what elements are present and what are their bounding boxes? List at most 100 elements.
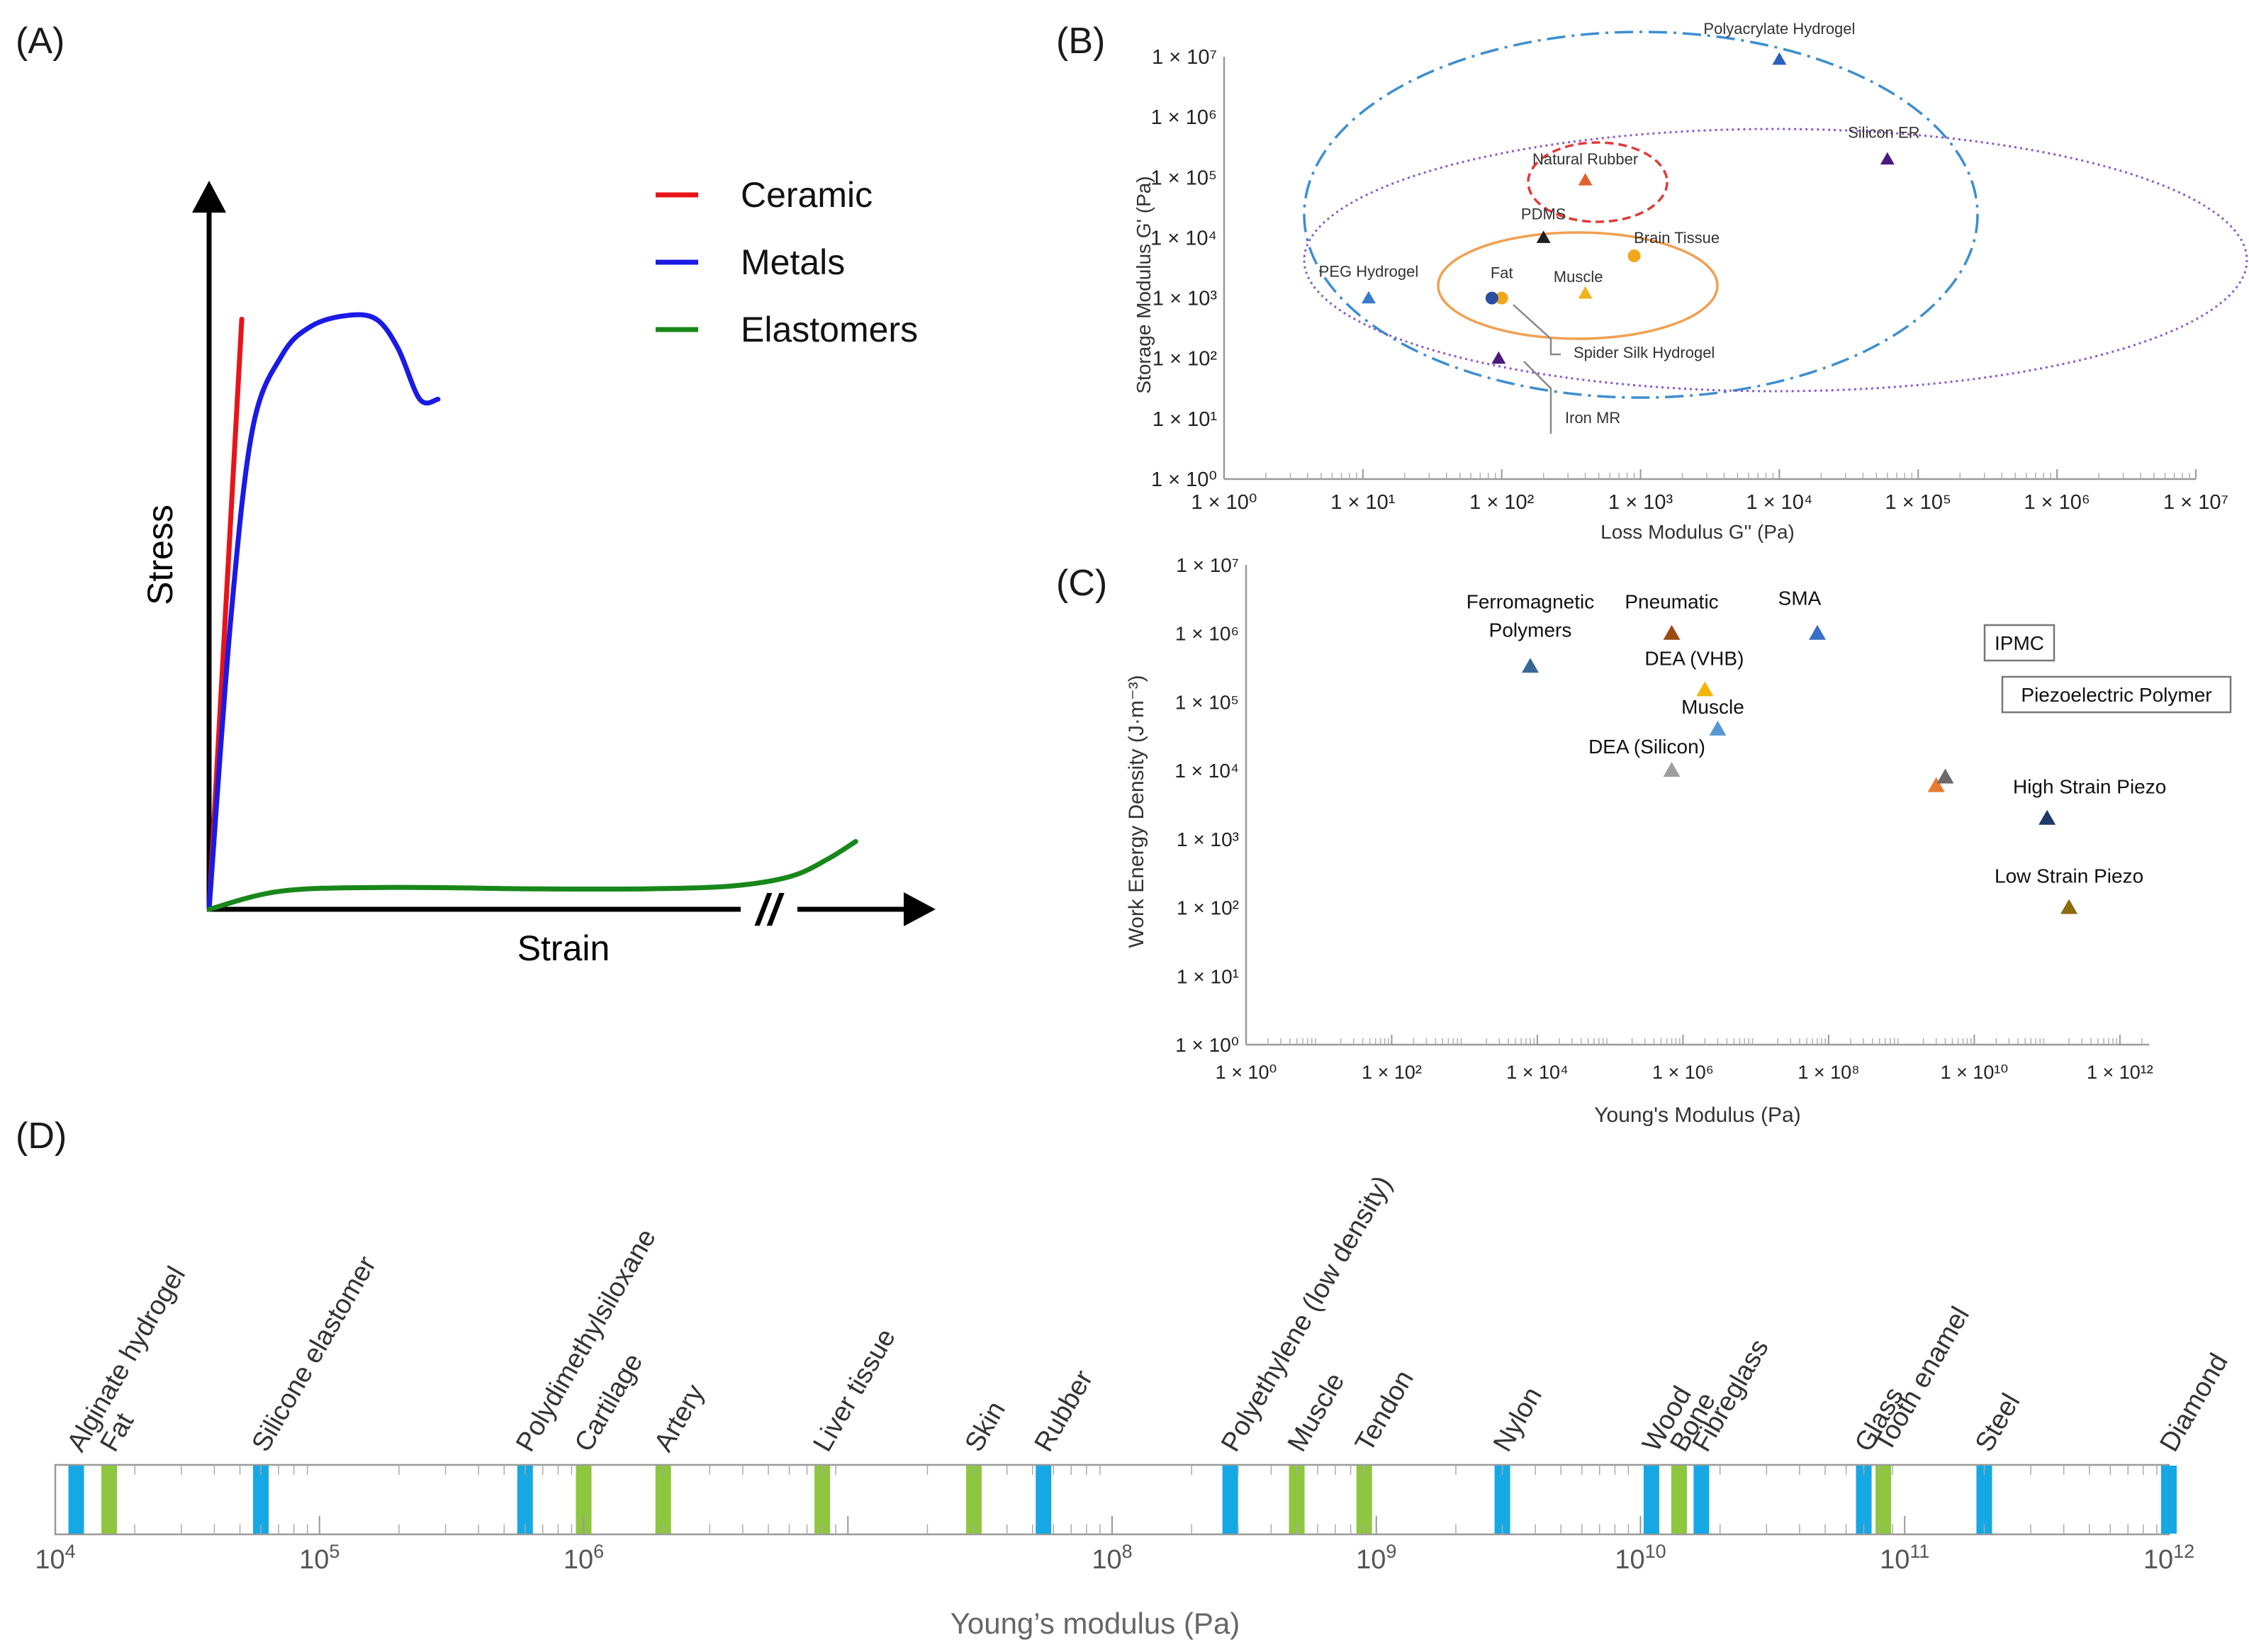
- panel-d-bar-artery: [655, 1466, 671, 1534]
- panel-b-point-iron-mr-label: Iron MR: [1565, 409, 1620, 427]
- panel-c-point-dea-vhb-label: DEA (VHB): [1644, 647, 1744, 669]
- panel-label-c: (C): [1056, 563, 1107, 604]
- panel-c-x-tick-label: 1 × 10⁸: [1797, 1062, 1859, 1083]
- panel-c-x-tick-label: 1 × 10⁴: [1506, 1062, 1568, 1083]
- panel-c-x-tick-label: 1 × 10¹²: [2087, 1062, 2153, 1083]
- panel-b-x-tick-label: 1 × 10⁰: [1191, 491, 1257, 514]
- panel-b-x-tick-label: 1 × 10⁶: [2024, 491, 2090, 514]
- panel-b-point-silicon-er-label: Silicon ER: [1848, 124, 1919, 142]
- panel-c-y-tick-label: 1 × 10⁶: [1175, 623, 1239, 645]
- panel-a-y-label: Stress: [140, 505, 180, 605]
- panel-c-point-piezoelectric-polymer: [1936, 768, 1954, 784]
- panel-c-point-ipmc-label-box: [1983, 624, 2055, 662]
- panel-c-point-ipmc: [1927, 777, 1945, 792]
- panel-d-bar-skin: [966, 1466, 982, 1534]
- panel-c-point-pneumatic: [1663, 624, 1681, 640]
- panel-d-bar-diamond: [2161, 1466, 2177, 1534]
- panel-b-envelope-dashdot: [1303, 30, 1979, 399]
- panel-a-x-label: Strain: [517, 928, 610, 968]
- panel-c-point-sma: [1809, 624, 1827, 640]
- panel-a-legend-label-metals: Metals: [741, 242, 845, 282]
- panel-b-envelope-orange: [1437, 231, 1719, 340]
- panel-c-x-tick-label: 1 × 10⁶: [1652, 1062, 1714, 1083]
- panel-d-label-steel: Steel: [1970, 1388, 2026, 1456]
- panel-d-label-artery: Artery: [649, 1380, 710, 1457]
- panel-a-legend-label-ceramic: Ceramic: [741, 175, 873, 215]
- panel-c-x-tick-label: 1 × 10⁰: [1216, 1062, 1277, 1083]
- panel-d-label-rubber: Rubber: [1029, 1365, 1099, 1456]
- panel-d-bar-glass: [1856, 1466, 1872, 1534]
- panel-c-point-piezoelectric-polymer-label: Piezoelectric Polymer: [2021, 684, 2211, 706]
- panel-c-x-label: Young's Modulus (Pa): [1594, 1103, 1800, 1127]
- panel-d-tick-label: 109: [1356, 1541, 1396, 1575]
- panel-a-legend-label-elastomers: Elastomers: [741, 310, 918, 349]
- panel-b-point-polyacrylate-hydrogel-label: Polyacrylate Hydrogel: [1703, 20, 1855, 38]
- panel-d-bar-cartilage: [576, 1466, 592, 1534]
- panel-d-label-silicone-elastomer: Silicone elastomer: [246, 1251, 382, 1456]
- panel-c-point-muscle-label: Muscle: [1681, 696, 1744, 718]
- panel-c-point-low-strain-piezo-label: Low Strain Piezo: [1995, 865, 2143, 887]
- panel-c-x-tick-label: 1 × 10¹⁰: [1941, 1062, 2009, 1083]
- panel-d-label-skin: Skin: [960, 1396, 1011, 1456]
- panel-b-y-tick-label: 1 × 10³: [1152, 288, 1217, 310]
- panel-d-label-diamond: Diamond: [2154, 1349, 2233, 1457]
- panel-label-b: (B): [1056, 21, 1105, 62]
- panel-b-envelope-dotted: [1303, 128, 2248, 393]
- panel-b-y-label: Storage Modulus G' (Pa): [1133, 176, 1155, 393]
- panel-label-d: (D): [16, 1116, 67, 1157]
- panel-b-callout-spider-silk: [1513, 304, 1561, 356]
- panel-c-y-tick-label: 1 × 10³: [1177, 828, 1239, 850]
- panel-d-bar-polydimethylsiloxane: [517, 1466, 533, 1534]
- panel-a-axis-break: //: [754, 886, 785, 935]
- panel-d-label-muscle: Muscle: [1282, 1368, 1351, 1456]
- panel-d-tick-label: 108: [1092, 1541, 1132, 1575]
- panel-d-bar-nylon: [1494, 1466, 1510, 1534]
- panel-a-series-metals: [206, 312, 441, 912]
- panel-c-point-low-strain-piezo: [2060, 899, 2078, 914]
- panel-b-x-tick-label: 1 × 10⁴: [1746, 491, 1812, 514]
- panel-c-point-sma-label: SMA: [1778, 588, 1822, 609]
- panel-b-point-brain-tissue: [1627, 249, 1641, 263]
- panel-b-y-tick-label: 1 × 10⁰: [1151, 468, 1217, 491]
- panel-b-point-peg-hydrogel-label: PEG Hydrogel: [1319, 263, 1419, 281]
- panel-c-y-label: Work Energy Density (J·m⁻³): [1125, 675, 1148, 948]
- panel-c-y-tick-label: 1 × 10⁰: [1175, 1034, 1239, 1056]
- panel-b-y-tick-label: 1 × 10⁶: [1151, 106, 1217, 129]
- panel-c-y-tick-label: 1 × 10⁷: [1176, 554, 1239, 576]
- panel-b-point-peg-hydrogel: [1361, 291, 1376, 304]
- panel-b-x-label: Loss Modulus G'' (Pa): [1600, 521, 1795, 543]
- panel-c-y-tick-label: 1 × 10⁵: [1175, 691, 1239, 713]
- panel-b-point-natural-rubber: [1578, 173, 1593, 186]
- panel-c-point-muscle: [1709, 720, 1727, 736]
- panel-d-x-label: Young’s modulus (Pa): [950, 1607, 1240, 1640]
- panel-c-point-dea-silicon-label: DEA (Silicon): [1588, 736, 1705, 758]
- panel-label-a: (A): [16, 21, 65, 62]
- panel-b-point-muscle: [1578, 286, 1593, 299]
- panel-d-tick-label: 106: [563, 1541, 604, 1575]
- panel-d-label-nylon: Nylon: [1488, 1382, 1548, 1456]
- panel-d-tick-label: 1010: [1615, 1541, 1666, 1575]
- panel-c-point-high-strain-piezo: [2038, 809, 2056, 825]
- panel-b-point-iron-mr: [1491, 351, 1506, 364]
- panel-b-chart: 1 × 10⁰ 1 × 10¹ 1 × 10² 1 × 10³ 1 × 10⁴ 1 × 1…: [1133, 20, 2248, 543]
- panel-d-label-tendon: Tendon: [1350, 1366, 1420, 1457]
- panel-b-point-spider-silk-hydrogel: [1485, 291, 1498, 305]
- panel-a-x-arrowhead: [904, 892, 936, 926]
- panel-b-point-brain-tissue-label: Brain Tissue: [1634, 229, 1720, 247]
- panel-d-tick-label: 1011: [1880, 1541, 1929, 1575]
- panel-c-point-dea-silicon: [1663, 762, 1681, 777]
- panel-b-point-spider-silk-hydrogel-label: Spider Silk Hydrogel: [1574, 344, 1715, 361]
- panel-d-bar-silicone-elastomer: [253, 1466, 269, 1534]
- panel-b-x-tick-label: 1 × 10⁷: [2163, 491, 2228, 514]
- panel-b-x-tick-label: 1 × 10²: [1469, 491, 1534, 514]
- panel-b-y-tick-label: 1 × 10¹: [1152, 408, 1217, 431]
- panel-c-point-high-strain-piezo-label: High Strain Piezo: [2013, 776, 2166, 798]
- panel-b-y-tick-label: 1 × 10²: [1152, 348, 1217, 371]
- panel-c-point-ipmc-label: IPMC: [1995, 632, 2044, 654]
- panel-c-point-ferromagnetic-polymers: [1522, 658, 1539, 673]
- panel-b-envelope-red-dashed: [1527, 141, 1668, 223]
- panel-d-label-tooth-enamel: Tooth enamel: [1869, 1302, 1975, 1457]
- panel-d-bar-alginate-hydrogel: [68, 1466, 84, 1534]
- panel-a-series-elastomers: [206, 838, 858, 912]
